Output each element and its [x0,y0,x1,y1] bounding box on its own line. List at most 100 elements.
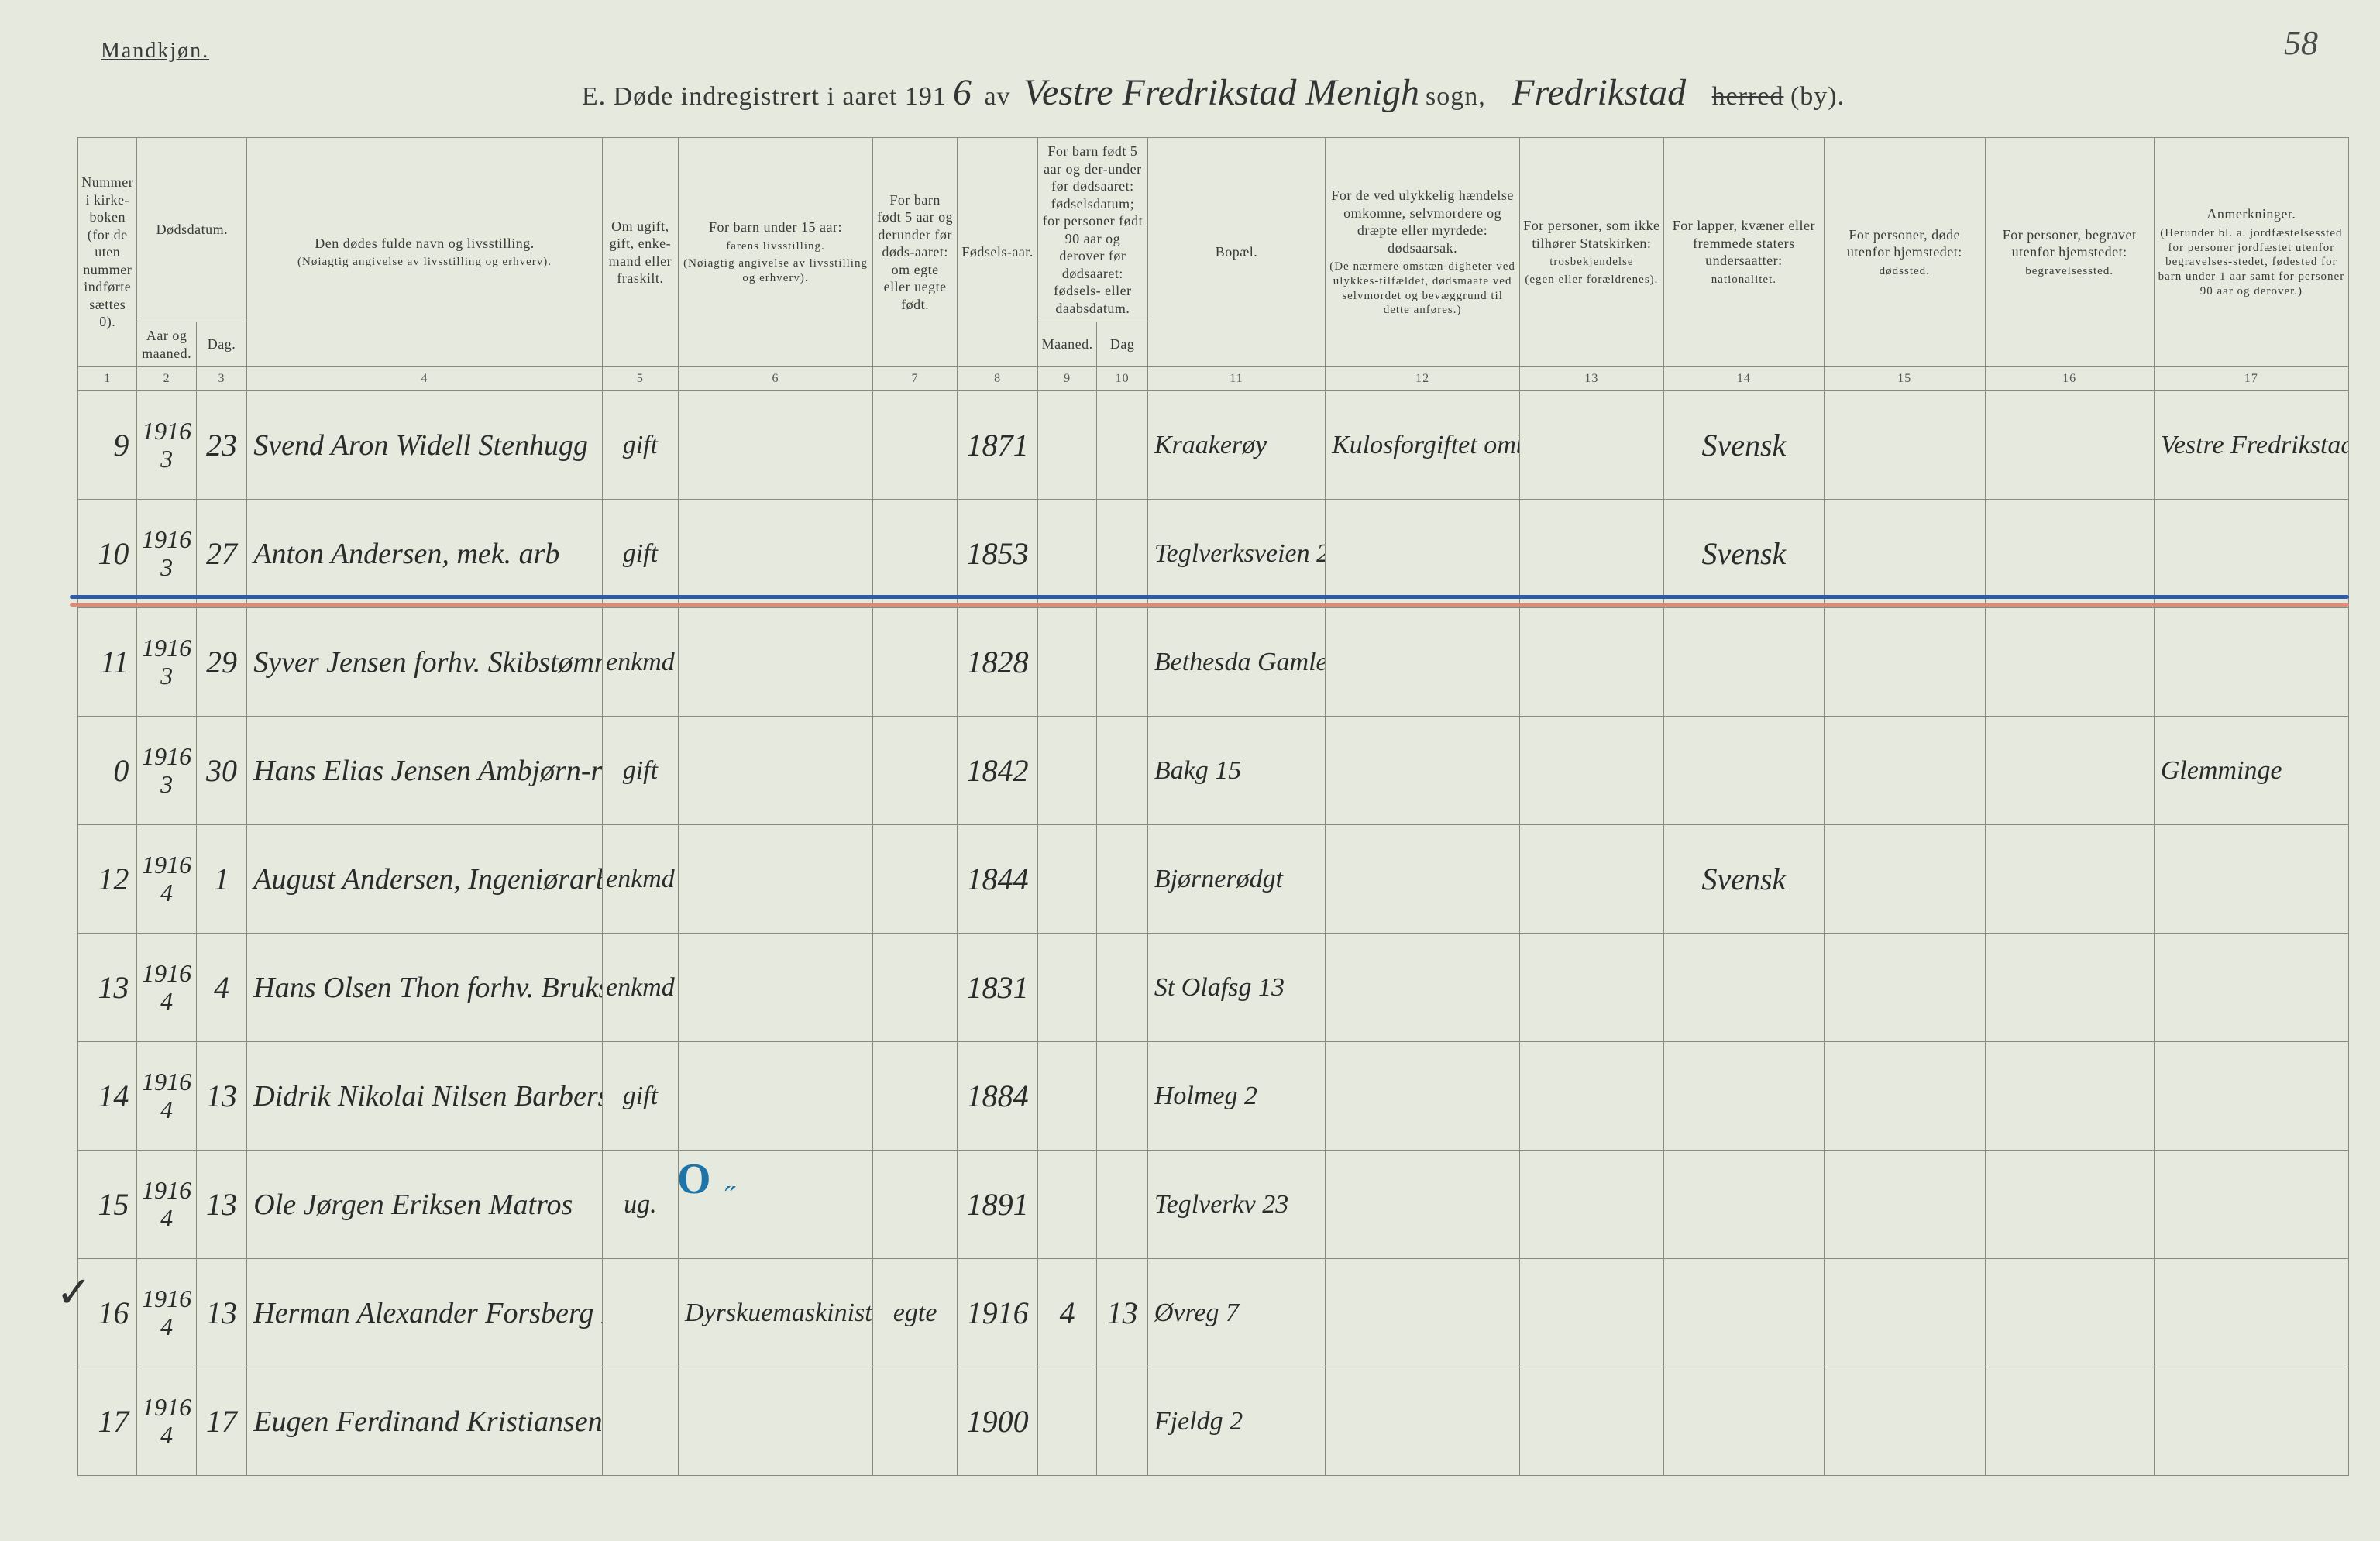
table-row: 141916413Didrik Nikolai Nilsen Barbersvg… [78,1042,2349,1151]
cell [873,391,958,500]
cell: 1844 [958,825,1038,934]
cell [1663,1042,1824,1151]
cell [1037,1367,1096,1476]
cell: 1900 [958,1367,1038,1476]
cell: 12 [78,825,137,934]
cell: Hans Olsen Thon forhv. Brukseformd [247,934,602,1042]
cell [1037,608,1096,717]
cell: Glemminge [2154,717,2348,825]
cell [1985,717,2154,825]
cell: 10 [78,500,137,608]
hdr-c9: For barn født 5 aar og der-under før død… [1037,138,1147,322]
table-row: 161916413Herman Alexander Forsberg BarnD… [78,1259,2349,1367]
by-print: (by). [1790,82,1845,111]
hdr-c16-t: For personer, begravet utenfor hjemstede… [2003,227,2137,260]
hdr-c14: For lapper, kvæner eller fremmede stater… [1663,138,1824,367]
table-row: 111916329Syver Jensen forhv. Skibstømmer… [78,608,2349,717]
cell: 1 [196,825,246,934]
checkmark-row-16: ✓ [56,1268,92,1318]
cell: 1828 [958,608,1038,717]
cell [1037,717,1096,825]
title-row: E. Døde indregistrert i aaret 1916 av Ve… [77,71,2349,114]
cell [873,1042,958,1151]
cell [873,934,958,1042]
cell [2154,825,2348,934]
cell: Fjeldg 2 [1147,1367,1325,1476]
hdr-c17-s: (Herunder bl. a. jordfæstelsessted for p… [2158,226,2345,299]
title-year-hw: 6 [947,72,978,113]
cell [873,1151,958,1259]
cell [1097,825,1148,934]
cell: ug. [602,1151,678,1259]
cell: 4 [196,934,246,1042]
cell [2154,934,2348,1042]
table-row: 101916327Anton Andersen, mek. arbgift185… [78,500,2349,608]
cell [1825,934,1985,1042]
colnum: 5 [602,367,678,391]
cell [1825,717,1985,825]
colnum: 17 [2154,367,2348,391]
cell: 1891 [958,1151,1038,1259]
cell: 19164 [137,1259,196,1367]
cell [1520,825,1664,934]
cell [1097,1151,1148,1259]
cell: Kulosforgiftet ombord i Motorbaat [1326,391,1520,500]
hdr-c12-t: For de ved ulykkelig hændelse omkomne, s… [1331,187,1513,256]
cell [1825,500,1985,608]
cell: gift [602,717,678,825]
cell [2154,1259,2348,1367]
cell: Teglverkv 23 [1147,1151,1325,1259]
cell [1097,717,1148,825]
hdr-c2-sub-a: Aar og maaned. [137,322,196,367]
cell [1825,391,1985,500]
cell [679,500,873,608]
cell [1326,500,1520,608]
table-row: 01916330Hans Elias Jensen Ambjørn-rød Kj… [78,717,2349,825]
cell: 13 [196,1042,246,1151]
hdr-c6: For barn under 15 aar:farens livsstillin… [679,138,873,367]
hdr-c13-s: trosbekjendelse [1523,255,1660,270]
table-row: 171916417Eugen Ferdinand Kristiansen mek… [78,1367,2349,1476]
parish-hw: Vestre Fredrikstad Menigh [1017,72,1426,113]
colnum: 7 [873,367,958,391]
cell: 11 [78,608,137,717]
cell: August Andersen, Ingeniørarb [247,825,602,934]
cell: Svensk [1663,500,1824,608]
colnum: 15 [1825,367,1985,391]
cell [2154,1151,2348,1259]
cell [1520,500,1664,608]
cell [679,1367,873,1476]
cell [2154,1367,2348,1476]
colnum: 10 [1097,367,1148,391]
cell: Kraakerøy [1147,391,1325,500]
hdr-c16: For personer, begravet utenfor hjemstede… [1985,138,2154,367]
hdr-c15-s: dødssted. [1828,264,1981,279]
cell: Hans Elias Jensen Ambjørn-rød Kjødhandle… [247,717,602,825]
hdr-c4-t: Den dødes fulde navn og livsstilling. [315,236,534,251]
cell [1097,391,1148,500]
cell [1985,1042,2154,1151]
cell: 4 [1037,1259,1096,1367]
cell [1326,1151,1520,1259]
hdr-c9-sub-b: Dag [1097,322,1148,367]
cell [1985,1151,2154,1259]
cell [1326,1259,1520,1367]
cell [1985,825,2154,934]
cell [602,1367,678,1476]
hdr-c13-s2: (egen eller forældrenes). [1523,273,1660,287]
cell [2154,1042,2348,1151]
cell [1663,1367,1824,1476]
cell: Vestre Fredrikstad [2154,391,2348,500]
cell: 19164 [137,934,196,1042]
cell [2154,608,2348,717]
cell [1825,1367,1985,1476]
cell: 19164 [137,825,196,934]
colnum: 9 [1037,367,1096,391]
hdr-c9-sub-a: Maaned. [1037,322,1096,367]
title-av: av [984,82,1010,111]
cell [679,1042,873,1151]
cell: Didrik Nikolai Nilsen Barbersv [247,1042,602,1151]
cell [1037,1151,1096,1259]
cell [1520,934,1664,1042]
cell: Bakg 15 [1147,717,1325,825]
